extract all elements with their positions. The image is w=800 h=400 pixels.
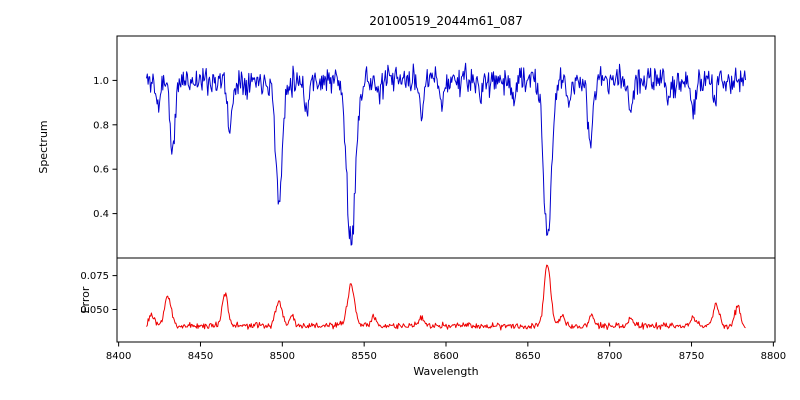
error-panel-frame	[116, 257, 776, 343]
x-tick-label: 8450	[188, 351, 213, 362]
x-tick-label: 8650	[515, 351, 540, 362]
x-tick-label: 8550	[351, 351, 376, 362]
spectrum-y-axis-label: Spectrum	[37, 120, 50, 173]
y-tick-label: 1.0	[93, 76, 109, 87]
y-tick-label: 0.8	[93, 120, 109, 131]
x-tick-label: 8800	[761, 351, 786, 362]
x-tick-label: 8750	[679, 351, 704, 362]
y-tick-label: 0.6	[93, 165, 109, 176]
x-tick-label: 8400	[106, 351, 131, 362]
y-tick-label: 0.4	[93, 209, 109, 220]
ticks-group: 8400 8450 8500 8550 8600 8650 8700 8750 8800 1.0 0…	[80, 76, 786, 362]
x-tick-label: 8500	[270, 351, 295, 362]
x-axis-label: Wavelength	[413, 365, 478, 378]
x-tick-label: 8600	[433, 351, 458, 362]
error-y-axis-label: Error	[79, 286, 92, 313]
x-tick-label: 8700	[597, 351, 622, 362]
spectrum-line	[146, 62, 746, 246]
y-tick-label: 0.050	[80, 305, 109, 316]
error-line	[146, 264, 746, 331]
y-tick-label: 0.075	[80, 271, 109, 282]
chart-title: 20100519_2044m61_087	[369, 14, 522, 28]
series-group	[146, 62, 746, 331]
spectrum-panel-frame	[116, 35, 776, 259]
